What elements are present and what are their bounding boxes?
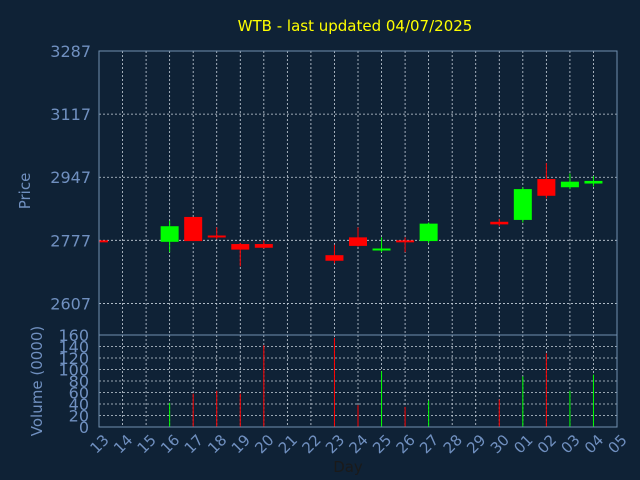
x-tick-label: 05 bbox=[605, 431, 631, 457]
volume-tick-label: 100 bbox=[58, 361, 89, 380]
x-tick-label: 24 bbox=[346, 431, 372, 457]
x-tick-label: 29 bbox=[463, 431, 489, 457]
volume-tick-label: 40 bbox=[69, 395, 89, 414]
x-tick-label: 02 bbox=[534, 431, 560, 457]
price-tick-label: 3287 bbox=[50, 42, 91, 61]
chart-title: WTB - last updated 04/07/2025 bbox=[238, 17, 473, 35]
volume-tick-label: 60 bbox=[69, 384, 89, 403]
x-tick-label: 14 bbox=[110, 431, 136, 457]
x-tick-labels: 1314151617181920212223242526272829300102… bbox=[87, 431, 631, 457]
candle-body bbox=[560, 181, 579, 188]
candle-body bbox=[419, 223, 438, 242]
volume-tick-label: 160 bbox=[58, 326, 89, 345]
candle-body bbox=[490, 221, 509, 225]
x-tick-label: 16 bbox=[157, 431, 183, 457]
candle-body bbox=[372, 248, 391, 251]
x-tick-label: 01 bbox=[510, 431, 536, 457]
x-tick-label: 04 bbox=[581, 431, 607, 457]
x-tick-label: 27 bbox=[416, 431, 442, 457]
x-tick-label: 15 bbox=[134, 431, 160, 457]
volume-tick-label: 120 bbox=[58, 349, 89, 368]
candle-body bbox=[349, 237, 367, 246]
candle-body bbox=[396, 240, 415, 243]
candle-body bbox=[537, 179, 556, 196]
x-tick-label: 13 bbox=[87, 431, 113, 457]
x-tick-label: 03 bbox=[557, 431, 583, 457]
x-tick-label: 28 bbox=[440, 431, 466, 457]
price-tick-label: 2777 bbox=[50, 231, 91, 250]
candle-body bbox=[584, 180, 603, 184]
x-tick-label: 18 bbox=[204, 431, 230, 457]
x-axis-label: Day bbox=[333, 458, 363, 476]
candle-body bbox=[160, 226, 179, 242]
x-tick-label: 21 bbox=[275, 431, 301, 457]
candle-body bbox=[184, 216, 203, 242]
candle-body bbox=[231, 244, 250, 250]
volume-tick-label: 0 bbox=[79, 418, 89, 437]
volume-tick-label: 140 bbox=[58, 338, 89, 357]
x-tick-label: 17 bbox=[181, 431, 207, 457]
candle-body bbox=[99, 240, 108, 243]
volume-tick-label: 80 bbox=[69, 372, 89, 391]
volume-tick-label: 20 bbox=[69, 407, 89, 426]
x-tick-label: 20 bbox=[251, 431, 277, 457]
price-tick-labels: 2607 2777 2947 3117 3287 bbox=[50, 42, 91, 313]
volume-bars bbox=[169, 337, 594, 427]
x-tick-label: 22 bbox=[298, 431, 324, 457]
price-tick-label: 2607 bbox=[50, 294, 91, 313]
x-tick-label: 19 bbox=[228, 431, 254, 457]
price-tick-label: 3117 bbox=[50, 105, 91, 124]
price-axis-label: Price bbox=[16, 173, 34, 210]
candle-body bbox=[207, 235, 226, 238]
candle-body bbox=[513, 189, 532, 220]
candle-body bbox=[254, 244, 273, 248]
volume-axis-label: Volume (0000) bbox=[28, 326, 46, 436]
x-tick-label: 26 bbox=[393, 431, 419, 457]
candle-body bbox=[325, 255, 344, 261]
x-tick-label: 23 bbox=[322, 431, 348, 457]
price-candles bbox=[98, 163, 603, 267]
price-tick-label: 2947 bbox=[50, 168, 91, 187]
x-tick-label: 30 bbox=[487, 431, 513, 457]
x-tick-label: 25 bbox=[369, 431, 395, 457]
volume-panel-frame bbox=[98, 334, 618, 428]
